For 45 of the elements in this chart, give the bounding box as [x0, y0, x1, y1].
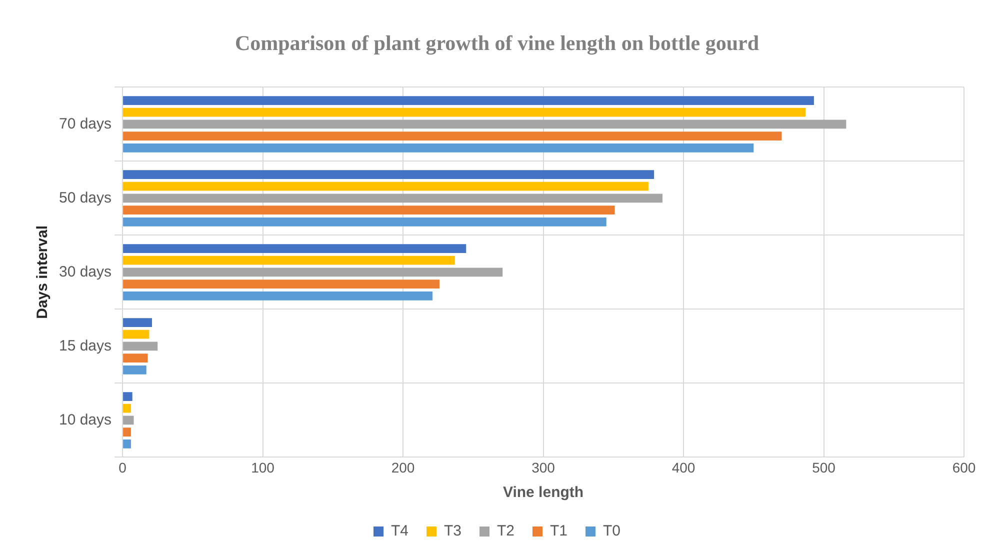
bar	[123, 132, 782, 140]
bar	[123, 206, 615, 214]
y-tick-label: 70 days	[58, 115, 112, 132]
bar	[123, 280, 440, 288]
bar	[123, 404, 131, 413]
x-tick-label: 200	[391, 459, 415, 476]
bar	[123, 143, 754, 152]
bar	[123, 244, 466, 253]
bar	[123, 342, 158, 351]
y-tick-label: 30 days	[58, 263, 112, 280]
bar	[123, 120, 846, 129]
bar	[123, 217, 606, 226]
bar	[123, 354, 148, 362]
bar	[123, 170, 654, 179]
bar	[123, 182, 648, 191]
chart-title: Comparison of plant growth of vine length on bottle gourd	[234, 31, 760, 56]
y-tick-label: 10 days	[58, 411, 112, 428]
bar	[123, 416, 134, 425]
x-axis-title: Vine length	[502, 484, 584, 502]
x-tick-label: 400	[672, 459, 696, 476]
x-tick-label: 100	[251, 459, 275, 476]
x-tick-label: 0	[118, 459, 127, 476]
bar	[123, 96, 814, 105]
x-tick-label: 300	[532, 459, 556, 476]
bar	[123, 365, 146, 374]
bar	[123, 108, 806, 117]
legend-label: T0	[603, 522, 621, 540]
legend-label: T3	[444, 522, 462, 540]
bar	[123, 268, 503, 277]
x-tick-label: 500	[812, 459, 836, 476]
bar	[123, 439, 131, 448]
y-tick-label: 50 days	[58, 189, 112, 206]
y-tick-label: 15 days	[58, 337, 112, 354]
bar	[123, 256, 455, 265]
bar	[123, 428, 131, 436]
bar	[123, 330, 150, 339]
bar	[123, 291, 432, 300]
legend-label: T4	[390, 522, 409, 540]
legend-label: T1	[550, 522, 568, 540]
bar	[123, 392, 132, 401]
y-axis-title: Days interval	[34, 226, 52, 319]
legend-label: T2	[497, 522, 515, 540]
x-tick-label: 600	[952, 459, 976, 476]
bar	[123, 194, 662, 203]
bar	[123, 318, 152, 327]
